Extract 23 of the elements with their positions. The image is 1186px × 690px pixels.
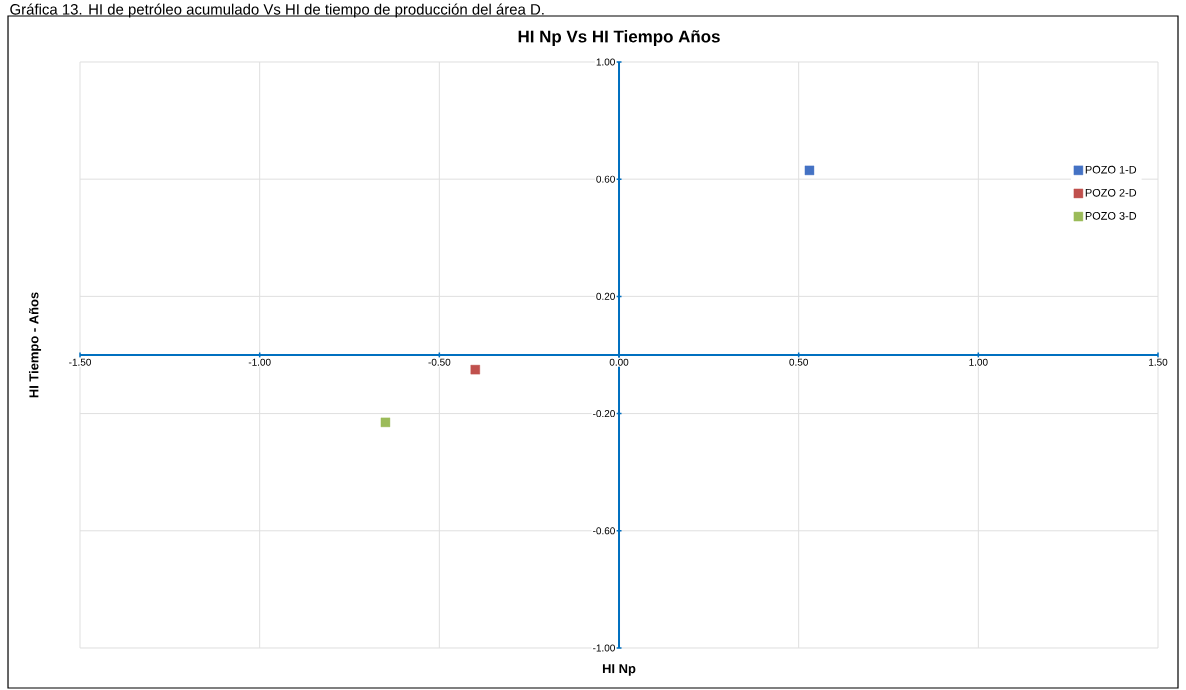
x-tick-label: -0.50 <box>428 358 451 366</box>
x-axis-title: HI Np <box>602 664 636 676</box>
y-axis-title: HI Tiempo - Años <box>28 292 42 398</box>
chart-title: HI Np Vs HI Tiempo Años <box>518 30 720 46</box>
x-tick-label: -1.50 <box>69 358 91 366</box>
point <box>470 364 480 375</box>
point <box>804 165 815 176</box>
x-tick-label: 1.00 <box>969 358 988 366</box>
y-tick-label: 1.00 <box>596 58 615 66</box>
y-tick-label: -0.60 <box>593 527 615 535</box>
x-tick-label: 0.00 <box>609 358 629 366</box>
point <box>380 417 391 428</box>
y-tick-label: 0.60 <box>596 175 615 183</box>
x-tick-label: 0.50 <box>789 358 808 366</box>
y-tick-label: 0.20 <box>596 292 615 300</box>
y-tick-label: -1.00 <box>593 644 615 652</box>
y-tick-label: -0.20 <box>593 410 615 418</box>
legend-label: POZO 2-D <box>1085 188 1137 197</box>
x-tick-label: -1.00 <box>248 358 271 366</box>
text: Gráfica 13. HI de petróleo acumulado Vs HI de tiempo de producción del área D. <box>10 3 544 18</box>
legend-label: POZO 3-D <box>1085 211 1137 220</box>
legend-label: POZO 1-D <box>1085 165 1137 174</box>
x-tick-label: 1.50 <box>1149 358 1168 366</box>
